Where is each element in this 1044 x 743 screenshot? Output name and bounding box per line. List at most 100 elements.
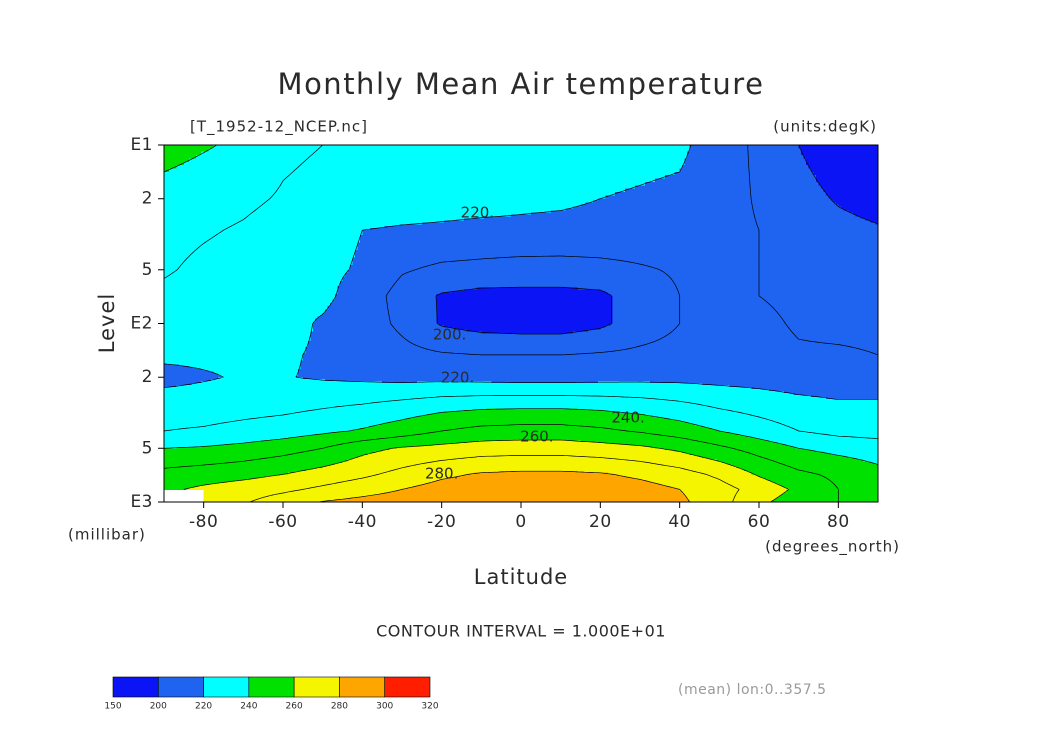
contour-fill [411,446,443,448]
contour-fill [600,383,641,386]
contour-fill [813,449,839,453]
contour-fill [600,175,641,180]
contour-fill [362,446,403,448]
contour-fill [322,277,344,281]
contour-fill [362,204,403,208]
contour-fill [283,497,324,499]
contour-fill [798,151,802,156]
contour-fill [719,456,760,459]
contour-fill [481,226,522,229]
contour-fill [436,306,443,309]
contour-fill [322,462,336,466]
contour-fill [640,414,646,417]
contour-fill [436,299,443,302]
contour-fill [560,439,564,442]
contour-fill [402,400,443,404]
contour-fill [441,415,482,418]
contour-fill [612,311,641,314]
contour-fill [203,443,227,446]
contour-fill [283,495,324,498]
y-tick-label: 5 [142,260,153,280]
contour-fill [640,377,681,380]
contour-fill [679,498,688,501]
contour-fill [441,327,455,330]
contour-fill [521,226,562,229]
contour-fill [521,445,562,447]
contour-fill [679,411,720,414]
contour-fill [481,206,522,210]
contour-fill [451,290,482,294]
contour-fill [679,396,720,400]
contour-fill [283,458,324,461]
contour-fill [203,366,244,369]
contour-fill [322,294,336,297]
x-tick-label: 20 [589,512,612,532]
contour-fill [322,381,363,384]
contour-fill [357,247,363,251]
contour-fill [203,165,244,170]
contour-fill [640,387,681,390]
contour-fill [838,200,879,204]
y-axis-label: Level [95,293,119,353]
contour-fill [719,459,760,462]
contour-fill [372,425,403,428]
contour-fill [662,417,681,420]
contour-fill [213,371,244,374]
contour-fill [164,390,205,394]
contour-fill [600,461,641,464]
contour-fill [283,438,324,441]
contour-label: 220. [461,203,494,221]
contour-fill [560,467,601,471]
contour-fill [759,377,800,380]
contour-fill [530,212,562,216]
contour-fill [402,404,443,408]
contour-fill [283,435,306,437]
contour-fill [600,202,641,206]
contour-fill [640,195,681,200]
contour-fill [481,448,522,451]
contour-fill [322,445,363,447]
contour-fill [640,394,681,398]
contour-fill [295,471,324,474]
contour-fill [719,198,760,231]
contour-fill [600,472,609,475]
contour-fill [838,379,879,382]
contour-fill [243,439,272,442]
contour-fill [620,411,641,414]
contour-fill [640,295,681,325]
contour-fill [441,274,482,277]
contour-fill [481,467,522,471]
contour-fill [203,171,244,176]
contour-fill [362,491,391,494]
contour-fill [600,483,641,486]
contour-fill [684,494,720,497]
contour-fill [322,249,356,254]
contour-fill [798,185,822,190]
contour-fill [481,446,522,448]
contour-fill [362,379,403,382]
contour-fill [600,404,641,408]
contour-fill [600,437,641,440]
contour-fill [312,467,324,471]
contour-fill [164,364,180,367]
contour-fill [362,390,403,394]
contour-fill [444,220,482,223]
contour-fill [441,414,482,417]
contour-fill [768,479,800,482]
contour-fill [481,430,522,433]
contour-fill [481,390,522,394]
contour-fill [773,498,800,501]
contour-fill [243,438,282,441]
contour-fill [441,422,482,425]
contour-fill [481,327,522,330]
contour-fill [203,359,244,362]
contour-fill [759,441,775,444]
contour-fill [402,441,443,444]
contour-fill [283,461,324,464]
contour-fill [399,489,403,491]
contour-fill [719,230,760,271]
contour-fill [521,471,562,474]
contour-fill [283,447,324,449]
contour-fill [600,286,641,289]
contour-fill [402,320,438,323]
